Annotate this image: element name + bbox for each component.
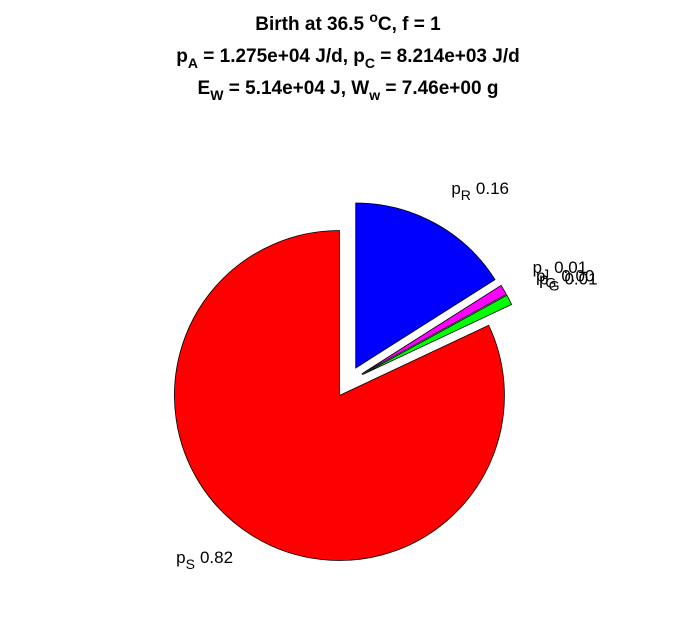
slice-subscript: R [461,187,471,203]
slice-name: p [536,267,545,286]
title-run: = 1.275e+04 J/d, p [198,46,365,67]
title-run: p [176,46,188,67]
chart-title: Birth at 36.5 oC, f = 1 [255,9,441,35]
slice-value: 0.16 [476,179,509,198]
pie-slice [362,294,513,376]
title-run: A [188,55,198,71]
slice-label: pG 0.01 [539,270,597,294]
title-run: = 7.46e+00 g [380,78,498,99]
slice-label: pJ 0.01 [533,258,588,282]
pie-slice [361,284,507,375]
slice-subscript: J [542,266,549,282]
slice-value: 0.01 [564,270,597,289]
title-run: W [210,87,224,103]
title-run: C, f = 1 [378,14,441,35]
title-run: C [365,55,375,71]
slice-name: p [539,270,548,289]
title-run: = 5.14e+04 J, W [223,78,369,99]
title-run: E [198,78,211,99]
slice-label: pG 0.00 [536,267,594,291]
title-run: = 8.214e+03 J/d [375,46,520,67]
chart-title: pA = 1.275e+04 J/d, pC = 8.214e+03 J/d [176,46,519,71]
pie-slice [355,202,496,369]
slice-subscript: G [545,275,556,291]
slice-subscript: S [186,556,195,572]
slice-name: p [533,258,542,277]
chart-title: EW = 5.14e+04 J, Ww = 7.46e+00 g [198,78,499,103]
slice-subscript: G [549,278,560,294]
title-run: Birth at 36.5 [255,14,369,35]
slice-name: p [451,179,460,198]
slice-label: pR 0.16 [451,179,509,203]
slice-value: 0.82 [200,548,233,567]
title-run: w [368,87,380,103]
slice-label: pS 0.82 [176,548,233,572]
slice-value: 0.01 [554,258,587,277]
slice-value: 0.00 [561,267,594,286]
slice-name: p [176,548,185,567]
pie-slice [174,230,505,561]
title-run: o [369,9,378,25]
